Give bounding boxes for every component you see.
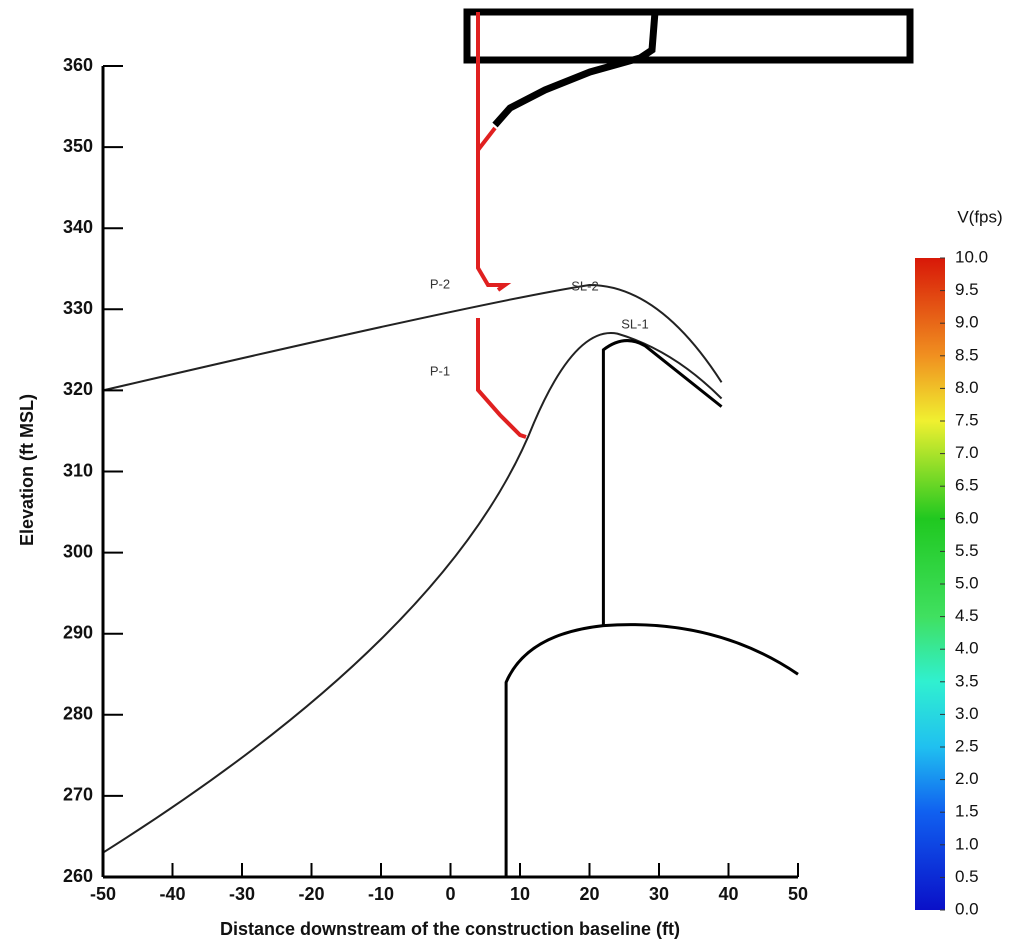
x-tick-label: -40 xyxy=(159,884,185,904)
colorbar-title: V(fps) xyxy=(957,207,1002,226)
colorbar-tick-label: 7.5 xyxy=(955,410,979,429)
y-tick-label: 290 xyxy=(63,622,93,642)
colorbar-tick-label: 0.0 xyxy=(955,899,979,918)
colorbar-tick-label: 1.5 xyxy=(955,802,979,821)
colorbar-tick-label: 6.5 xyxy=(955,476,979,495)
streamlines xyxy=(102,283,799,877)
colorbar-tick-label: 0.5 xyxy=(955,867,979,886)
x-tick-label: 0 xyxy=(445,884,455,904)
gate-lip xyxy=(492,11,659,128)
colorbar-tick-label: 8.0 xyxy=(955,378,979,397)
y-tick-label: 280 xyxy=(63,704,93,724)
spillway-surface xyxy=(504,623,799,877)
annotation: P-2 xyxy=(430,276,450,291)
y-tick-label: 300 xyxy=(63,541,93,561)
y-tick-label: 340 xyxy=(63,217,93,237)
colorbar-tick-label: 2.0 xyxy=(955,769,979,788)
colorbar-tick-label: 2.5 xyxy=(955,736,979,755)
y-axis-label: Elevation (ft MSL) xyxy=(17,394,37,546)
annotation: SL-1 xyxy=(621,316,648,331)
colorbar-tick-label: 10.0 xyxy=(955,247,988,266)
x-tick-label: -50 xyxy=(90,884,116,904)
y-tick-label: 320 xyxy=(63,379,93,399)
y-tick-label: 360 xyxy=(63,55,93,75)
annotation: SL-2 xyxy=(571,278,598,293)
pier-edge xyxy=(601,339,723,626)
x-tick-label: -10 xyxy=(368,884,394,904)
pressure-piezometer xyxy=(476,12,527,439)
x-tick-label: 20 xyxy=(579,884,599,904)
annotation: P-1 xyxy=(430,363,450,378)
y-tick-label: 260 xyxy=(63,866,93,886)
colorbar-tick-label: 3.0 xyxy=(955,704,979,723)
colorbar-tick-label: 9.0 xyxy=(955,313,979,332)
colorbar-tick-label: 4.5 xyxy=(955,606,979,625)
x-tick-label: 40 xyxy=(718,884,738,904)
colorbar-tick-label: 4.0 xyxy=(955,639,979,658)
x-tick-label: 30 xyxy=(649,884,669,904)
colorbar-tick-label: 9.5 xyxy=(955,280,979,299)
streamline xyxy=(102,332,723,854)
y-tick-label: 330 xyxy=(63,298,93,318)
colorbar-tick-label: 7.0 xyxy=(955,443,979,462)
colorbar-tick-label: 5.5 xyxy=(955,541,979,560)
colorbar-tick-label: 6.0 xyxy=(955,508,979,527)
y-tick-label: 310 xyxy=(63,460,93,480)
y-tick-label: 270 xyxy=(63,785,93,805)
colorbar-tick-label: 3.5 xyxy=(955,671,979,690)
x-tick-label: -30 xyxy=(229,884,255,904)
streamline xyxy=(102,283,723,392)
colorbar-tick-label: 8.5 xyxy=(955,345,979,364)
x-tick-label: 50 xyxy=(788,884,808,904)
gate-box xyxy=(463,8,914,64)
colorbar-tick-label: 5.0 xyxy=(955,573,979,592)
y-tick-label: 350 xyxy=(63,136,93,156)
colorbar-tick-label: 1.0 xyxy=(955,834,979,853)
x-tick-label: -20 xyxy=(298,884,324,904)
axes: -50 -40 -30 -20 -10 0 10 20 30 40 50 260 270 280 290 30… xyxy=(63,55,988,919)
x-tick-label: 10 xyxy=(510,884,530,904)
x-axis-label: Distance downstream of the construction … xyxy=(220,919,680,939)
